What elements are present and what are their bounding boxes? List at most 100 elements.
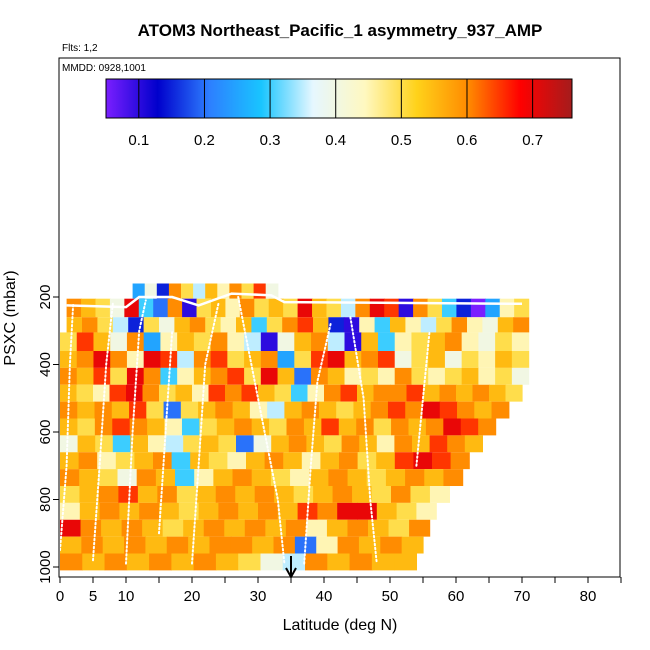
heatmap-cell: [79, 469, 99, 487]
heatmap-cell: [218, 502, 239, 520]
heatmap-cell: [376, 452, 396, 470]
heatmap-cell: [215, 553, 239, 571]
heatmap-cell: [144, 283, 158, 299]
heatmap-cell: [104, 553, 128, 571]
heatmap-cell: [218, 435, 237, 453]
heatmap-cell: [117, 469, 138, 487]
heatmap-cell: [495, 351, 513, 368]
heatmap-cell: [258, 384, 276, 402]
heatmap-cell: [147, 418, 166, 436]
heatmap-cell: [181, 418, 200, 436]
heatmap-cell: [115, 452, 135, 470]
heatmap-cell: [200, 435, 219, 453]
heatmap-cell: [376, 435, 395, 453]
heatmap-cell: [260, 351, 279, 368]
heatmap-cell: [230, 536, 253, 554]
heatmap-cell: [270, 469, 291, 487]
heatmap-cell: [406, 384, 424, 402]
heatmap-cell: [390, 486, 412, 503]
heatmap-cell: [511, 367, 530, 385]
colorbar-tick-label: 0.1: [128, 132, 149, 149]
heatmap-cell: [511, 351, 530, 368]
heatmap-cell: [357, 502, 378, 520]
heatmap-cell: [385, 469, 406, 487]
heatmap-cell: [110, 351, 128, 368]
heatmap-cell: [339, 452, 359, 470]
heatmap-cell: [227, 351, 245, 368]
heatmap-cell: [447, 435, 466, 453]
heatmap-cell: [112, 317, 129, 333]
heatmap-cell: [258, 502, 279, 520]
heatmap-cell: [251, 418, 270, 436]
heatmap-cell: [408, 418, 427, 436]
heatmap-cell: [425, 418, 444, 436]
heatmap-cell: [412, 435, 431, 453]
heatmap-cell: [377, 351, 396, 368]
heatmap-cell: [190, 452, 210, 470]
heatmap-cell: [401, 536, 424, 554]
heatmap-cell: [208, 452, 228, 470]
heatmap-cell: [413, 298, 429, 318]
heatmap-cell: [332, 486, 353, 503]
heatmap-cell: [327, 367, 346, 385]
heatmap-cell: [327, 553, 351, 571]
heatmap-cell: [111, 401, 130, 419]
heatmap-cell: [422, 401, 441, 419]
x-tick-label: 80: [580, 588, 597, 605]
profile-path: [59, 302, 75, 552]
heatmap-cell: [97, 452, 117, 470]
heatmap-cell: [77, 401, 96, 419]
heatmap-cell: [132, 283, 146, 299]
x-tick-label: 30: [250, 588, 267, 605]
heatmap-cell: [307, 384, 325, 402]
colorbar-tick-label: 0.3: [260, 132, 281, 149]
heatmap-cell: [160, 351, 178, 368]
heatmap-cell: [165, 435, 184, 453]
heatmap-cell: [60, 351, 78, 368]
heatmap-cell: [432, 452, 452, 470]
heatmap-cell: [353, 401, 372, 419]
heatmap-cell: [175, 384, 193, 402]
heatmap-cell: [177, 367, 195, 385]
heatmap-cell: [321, 418, 340, 436]
heatmap-cell: [511, 332, 530, 351]
heatmap-cell: [461, 332, 479, 351]
heatmap-cell: [126, 351, 145, 368]
heatmap-cell: [232, 401, 251, 419]
heatmap-cell: [210, 332, 228, 351]
profile-path: [158, 329, 174, 535]
heatmap-cell: [177, 351, 195, 368]
heatmap-cell: [274, 384, 292, 402]
heatmap-cell: [368, 519, 390, 537]
y-tick-label: 1000: [37, 550, 54, 583]
heatmap-cell: [297, 317, 314, 333]
heatmap-cell: [166, 536, 189, 554]
heatmap-cell: [461, 351, 479, 368]
x-tick-label: 5: [89, 588, 97, 605]
heatmap-cell: [478, 418, 497, 436]
colorbar-tick-label: 0.6: [457, 132, 478, 149]
heatmap-cell: [77, 435, 96, 453]
x-tick-label: 70: [514, 588, 531, 605]
heatmap-cell: [394, 553, 418, 571]
heatmap-cell: [60, 553, 83, 571]
plot-area: [58, 57, 621, 580]
heatmap-cell: [311, 367, 329, 385]
heatmap-cell: [394, 332, 413, 351]
heatmap-cell: [227, 367, 245, 385]
profile-path: [349, 316, 378, 565]
y-tick-label: 200: [37, 284, 54, 309]
heatmap-cell: [341, 435, 360, 453]
heatmap-cell: [178, 502, 200, 520]
heatmap-cell: [93, 351, 111, 368]
heatmap-cell: [344, 367, 362, 385]
heatmap-cell: [336, 401, 355, 419]
heatmap-cell: [253, 435, 272, 453]
heatmap-cell: [269, 418, 288, 436]
heatmap-cell: [227, 332, 245, 351]
flight-path-top: [66, 292, 523, 309]
heatmap-cell: [444, 367, 463, 385]
heatmap-cell: [79, 502, 101, 520]
heatmap-cell: [391, 418, 410, 436]
